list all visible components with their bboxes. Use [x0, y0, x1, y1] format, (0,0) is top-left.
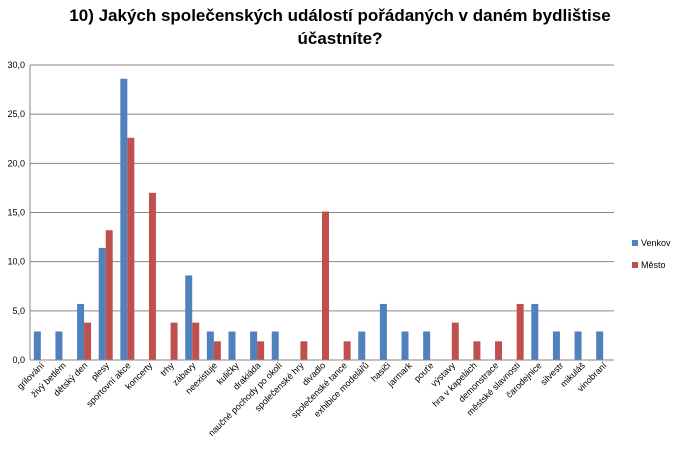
y-tick-label: 20,0	[7, 158, 25, 168]
bar-venkov	[379, 303, 387, 360]
bar-venkov	[250, 331, 258, 360]
bar-venkov	[596, 331, 604, 360]
x-category-label: trhy	[158, 360, 176, 378]
bar-město	[105, 230, 113, 360]
bar-venkov	[206, 331, 214, 360]
bar-město	[322, 211, 329, 360]
bar-venkov	[271, 331, 279, 360]
bar-město	[213, 341, 221, 360]
bars	[33, 78, 604, 361]
bar-město	[343, 341, 351, 360]
bar-město	[451, 322, 459, 360]
bar-město	[495, 341, 503, 360]
x-category-label: jarmark	[385, 360, 414, 389]
bar-město	[84, 322, 92, 360]
legend-label: Venkov	[641, 238, 671, 248]
bar-město	[473, 341, 481, 360]
axes	[29, 65, 614, 361]
bar-město	[170, 322, 178, 360]
y-tick-label: 5,0	[12, 306, 25, 316]
y-tick-label: 0,0	[12, 355, 25, 365]
bar-venkov	[531, 303, 539, 360]
bar-venkov	[98, 247, 106, 360]
bar-město	[300, 341, 308, 360]
y-tick-label: 30,0	[7, 60, 25, 70]
bar-venkov	[185, 275, 193, 360]
y-tick-labels: 0,0 5,0 10,0 15,0 20,0 25,0 30,0	[7, 60, 25, 365]
bar-venkov	[401, 331, 409, 360]
bar-město	[516, 303, 524, 360]
chart-title-line-1: 10) Jakých společenských událostí pořáda…	[69, 6, 611, 25]
bar-venkov	[574, 331, 582, 360]
legend-label: Město	[641, 260, 666, 270]
bar-město	[192, 322, 200, 360]
chart-title-line-2: účastníte?	[297, 29, 383, 48]
bar-venkov	[33, 331, 41, 360]
bar-město	[257, 341, 265, 360]
y-tick-label: 25,0	[7, 109, 25, 119]
bar-venkov	[120, 78, 128, 361]
y-tick-label: 15,0	[7, 208, 25, 218]
bar-venkov	[358, 331, 366, 360]
bar-venkov	[228, 331, 236, 360]
bar-město	[148, 192, 156, 360]
bar-město	[127, 137, 135, 360]
legend-swatch	[632, 262, 638, 268]
legend-swatch	[632, 240, 638, 246]
y-tick-label: 10,0	[7, 257, 25, 267]
chart-title: 10) Jakých společenských událostí pořáda…	[60, 4, 620, 50]
bar-venkov	[77, 303, 85, 360]
legend: Venkov Město	[632, 238, 671, 270]
bar-venkov	[423, 331, 431, 360]
bar-venkov	[55, 331, 63, 360]
bar-venkov	[552, 331, 560, 360]
